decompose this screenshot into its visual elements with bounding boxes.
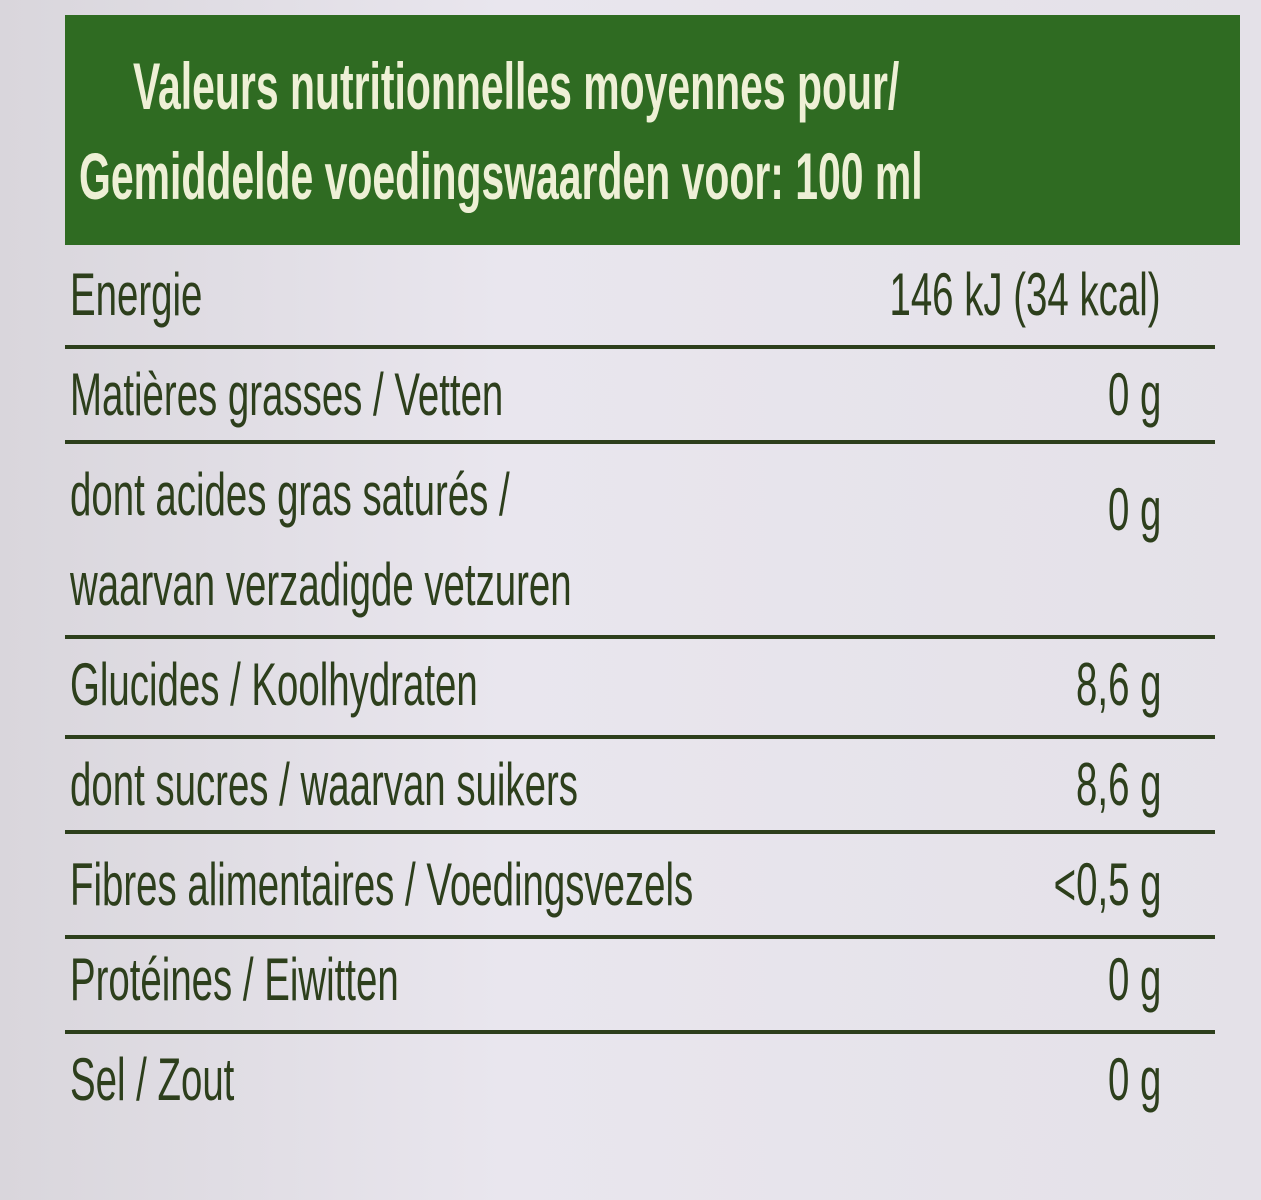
row-label: Sel / Zout <box>70 1046 235 1113</box>
row-value: <0,5 g <box>1053 851 1161 918</box>
row-label: waarvan verzadigde vetzuren <box>70 551 572 618</box>
row-value: 8,6 g <box>1075 651 1161 718</box>
row-value: 146 kJ (34 kcal) <box>889 261 1161 328</box>
row-label: Fibres alimentaires / Voedingsvezels <box>70 851 694 918</box>
row-value: 0 g <box>1107 361 1161 428</box>
row-divider <box>65 635 1215 639</box>
row-value: 0 g <box>1107 946 1161 1013</box>
row-value: 0 g <box>1107 476 1161 543</box>
header-line: Valeurs nutritionnelles moyennes pour/ <box>133 49 900 123</box>
row-label: dont acides gras saturés / <box>70 461 510 528</box>
row-label: Energie <box>70 261 203 328</box>
row-divider <box>65 345 1215 349</box>
row-label: dont sucres / waarvan suikers <box>70 751 578 818</box>
row-label: Glucides / Koolhydraten <box>70 651 478 718</box>
header-band: Valeurs nutritionnelles moyennes pour/ G… <box>65 15 1240 245</box>
row-divider <box>65 440 1215 444</box>
row-label: Matières grasses / Vetten <box>70 361 504 428</box>
row-divider <box>65 830 1215 834</box>
row-value: 0 g <box>1107 1046 1161 1113</box>
row-divider <box>65 735 1215 739</box>
row-label: Protéines / Eiwitten <box>70 946 399 1013</box>
row-divider <box>65 1030 1215 1034</box>
header-line: Gemiddelde voedingswaarden voor: 100 ml <box>79 139 923 213</box>
row-value: 8,6 g <box>1075 751 1161 818</box>
row-divider <box>65 935 1215 939</box>
